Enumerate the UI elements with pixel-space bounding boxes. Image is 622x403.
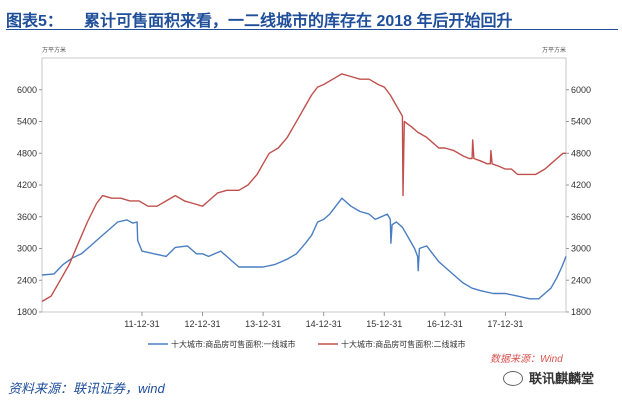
wechat-account-name: 联讯麒麟堂 bbox=[529, 371, 595, 386]
x-tick-label: 17-12-31 bbox=[487, 319, 523, 329]
left-y-tick-label: 3000 bbox=[17, 244, 37, 254]
right-y-tick-label: 3600 bbox=[571, 212, 591, 222]
right-y-tick-label: 3000 bbox=[571, 244, 591, 254]
right-y-tick-label: 4200 bbox=[571, 180, 591, 190]
x-ticks: 11-12-31 12-12-31 13-12-31 14-12-31 15-12-31… bbox=[124, 312, 523, 329]
right-axis-unit: 万平方米 bbox=[542, 46, 566, 54]
legend-label-1: 十大城市:商品房可售面积:一线城市 bbox=[171, 339, 295, 349]
series-lines bbox=[41, 73, 567, 303]
legend: 十大城市:商品房可售面积:一线城市 十大城市:商品房可售面积:二线城市 bbox=[148, 339, 465, 349]
right-y-ticks: 1800 2400 3000 3600 4200 4800 5400 6000 bbox=[566, 85, 591, 317]
wechat-icon bbox=[503, 371, 523, 387]
left-axis-unit: 万平方米 bbox=[42, 46, 66, 54]
right-y-tick-label: 6000 bbox=[571, 85, 591, 95]
left-y-ticks: 1800 2400 3000 3600 4200 4800 5400 6000 bbox=[17, 85, 42, 317]
source-note: 资料来源：联讯证券，wind bbox=[8, 381, 165, 396]
wind-watermark: 数据来源：Wind bbox=[490, 354, 563, 365]
plot-frame bbox=[41, 57, 567, 313]
right-y-tick-label: 5400 bbox=[571, 117, 591, 127]
x-tick-label: 12-12-31 bbox=[185, 319, 221, 329]
right-y-tick-label: 4800 bbox=[571, 148, 591, 158]
x-tick-label: 16-12-31 bbox=[427, 319, 463, 329]
legend-label-2: 十大城市:商品房可售面积:二线城市 bbox=[341, 339, 465, 349]
right-y-tick-label: 1800 bbox=[571, 307, 591, 317]
series-line-2 bbox=[41, 73, 566, 303]
line-chart: 万平方米 万平方米 1800 2400 3000 3600 4200 4800 5400 60… bbox=[17, 46, 591, 349]
left-y-tick-label: 4200 bbox=[17, 180, 37, 190]
series-line-1 bbox=[41, 197, 567, 300]
x-tick-label: 11-12-31 bbox=[124, 319, 159, 329]
left-y-tick-label: 6000 bbox=[17, 85, 37, 95]
left-y-tick-label: 3600 bbox=[17, 212, 37, 222]
right-y-tick-label: 2400 bbox=[571, 275, 591, 285]
left-y-tick-label: 4800 bbox=[17, 148, 37, 158]
left-y-tick-label: 2400 bbox=[17, 275, 37, 285]
figure-title-text: 累计可售面积来看，一二线城市的库存在 2018 年后开始回升 bbox=[84, 13, 513, 30]
left-y-tick-label: 5400 bbox=[17, 117, 37, 127]
x-tick-label: 14-12-31 bbox=[306, 319, 342, 329]
figure-number: 图表5： bbox=[6, 13, 63, 30]
x-tick-label: 15-12-31 bbox=[366, 319, 402, 329]
x-tick-label: 13-12-31 bbox=[245, 319, 281, 329]
figure-title: 图表5： 累计可售面积来看，一二线城市的库存在 2018 年后开始回升 bbox=[6, 3, 618, 30]
wechat-watermark: 联讯麒麟堂 bbox=[503, 368, 594, 387]
left-y-tick-label: 1800 bbox=[17, 307, 37, 317]
